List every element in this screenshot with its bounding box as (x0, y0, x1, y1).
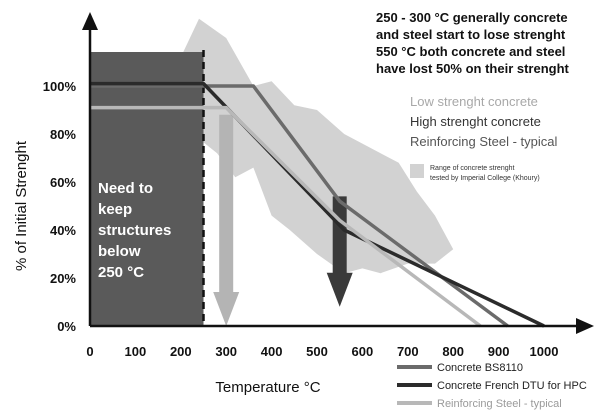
safe-temperature-zone (90, 52, 204, 326)
headline-line: and steel start to lose strenght (376, 27, 566, 42)
y-tick-label: 0% (57, 319, 76, 334)
legend-top: Low strenght concrete High strenght concr… (410, 94, 558, 149)
axes (82, 12, 594, 334)
legend-top-item: Low strenght concrete (410, 94, 538, 109)
x-axis-label: Temperature °C (215, 379, 320, 396)
legend-bottom-label: Reinforcing Steel - typical (437, 398, 562, 410)
safe-zone-text-line: keep (98, 201, 132, 218)
safe-zone-text-line: Need to (98, 180, 153, 197)
safe-zone-text-line: structures (98, 222, 171, 239)
safe-zone-text-line: 250 °C (98, 264, 144, 281)
safe-zone-text-line: below (98, 243, 141, 260)
legend-top-item: Reinforcing Steel - typical (410, 134, 558, 149)
x-tick-label: 500 (306, 344, 328, 359)
legend-bottom-label: Concrete BS8110 (437, 362, 523, 374)
x-tick-label: 200 (170, 344, 192, 359)
range-legend: Range of concrete strenght tested by Impe… (410, 164, 540, 182)
x-tick-label: 600 (352, 344, 374, 359)
series-layer (90, 81, 545, 328)
y-tick-label: 20% (50, 271, 76, 286)
y-tick-label: 80% (50, 127, 76, 142)
x-tick-labels: 0 100 200 300 400 500 600 700 800 900 1000 (86, 344, 558, 359)
series-line-1 (90, 84, 509, 328)
x-tick-label: 100 (125, 344, 147, 359)
headline-annotation: 250 - 300 °C generally concrete and steel… (376, 10, 570, 76)
series-line-3 (90, 105, 482, 328)
y-axis-label: % of Initial Strenght (13, 140, 30, 271)
x-tick-label: 800 (442, 344, 464, 359)
safe-zone-text: Need to keep structures below 250 °C (98, 180, 171, 281)
x-tick-label: 700 (397, 344, 419, 359)
x-axis-arrowhead (576, 318, 594, 334)
headline-line: have lost 50% on their strenght (376, 61, 570, 76)
range-legend-text: Range of concrete strenght (430, 165, 514, 172)
x-tick-label: 400 (261, 344, 283, 359)
range-legend-text: tested by Imperial College (Khoury) (430, 175, 540, 182)
legend-top-item: High strenght concrete (410, 114, 541, 129)
y-tick-labels: 0% 20% 40% 60% 80% 100% (43, 79, 77, 334)
x-tick-label: 1000 (530, 344, 559, 359)
range-legend-swatch (410, 164, 424, 178)
x-tick-label: 0 (86, 344, 93, 359)
legend-bottom-label: Concrete French DTU for HPC (437, 380, 587, 392)
y-tick-label: 100% (43, 79, 77, 94)
headline-line: 250 - 300 °C generally concrete (376, 10, 568, 25)
headline-line: 550 °C both concrete and steel (376, 44, 565, 59)
x-tick-label: 900 (488, 344, 510, 359)
legend-bottom: Concrete BS8110 Concrete French DTU for H… (397, 362, 587, 410)
y-tick-label: 60% (50, 175, 76, 190)
down-arrow-1 (213, 114, 240, 326)
y-tick-label: 40% (50, 223, 76, 238)
x-tick-label: 300 (215, 344, 237, 359)
y-axis-arrowhead (82, 12, 98, 30)
